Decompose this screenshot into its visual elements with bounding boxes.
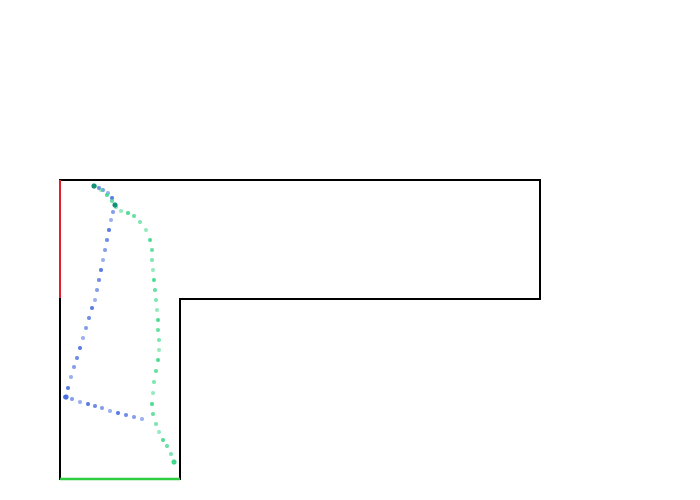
trajectory-dot [87,316,91,320]
trajectory-dot [100,406,104,410]
trajectory-dot [78,400,82,404]
trajectory-dot [152,278,156,282]
trajectory-dot [161,438,165,442]
green-path [93,184,176,464]
blue-path [63,184,144,421]
trajectory-dot [66,386,70,390]
trajectory-endpoint [171,459,177,465]
trajectory-dot [151,268,155,272]
trajectory-endpoint [112,202,118,208]
trajectory-dot [105,238,109,242]
trajectory-layer [63,183,177,465]
trajectory-endpoint [91,183,97,189]
trajectory-dot [154,298,158,302]
trajectory-dot [157,338,161,342]
trajectory-dot [107,228,111,232]
trajectory-dot [86,402,90,406]
trajectory-dot [99,188,103,192]
trajectory-dot [156,328,160,332]
trajectory-dot [150,248,154,252]
trajectory-dot [81,336,85,340]
trajectory-dot [157,348,161,352]
trajectory-dot [78,346,82,350]
trajectory-dot [110,196,114,200]
trajectory-dot [99,268,103,272]
room-outline [59,179,541,480]
trajectory-dot [110,199,114,203]
trajectory-dot [97,278,101,282]
trajectory-dot [148,238,152,242]
trajectory-dot [126,211,130,215]
trajectory-dot [151,391,155,395]
trajectory-dot [111,210,115,214]
trajectory-dot [165,444,169,448]
trajectory-dot [144,228,148,232]
trajectory-dot [119,209,123,213]
trajectory-dot [101,258,105,262]
trajectory-dot [138,220,142,224]
trajectory-dot [140,417,144,421]
trajectory-dot [154,369,158,373]
trajectory-dot [108,409,112,413]
trajectory-dot [109,218,113,222]
trajectory-dot [90,306,94,310]
trajectory-dot [152,380,156,384]
trajectory-dot [132,415,136,419]
trajectory-dot [69,375,73,379]
trajectory-dot [84,326,88,330]
trajectory-dot [103,248,107,252]
trajectory-dot [156,318,160,322]
trajectory-dot [169,452,173,456]
trajectory-dot [72,365,76,369]
trajectory-dot [93,404,97,408]
trajectory-dot [93,298,97,302]
trajectory-dot [154,422,158,426]
trajectory-dot [95,288,99,292]
trajectory-dot [124,413,128,417]
trajectory-dot [151,412,155,416]
trajectory-dot [157,430,161,434]
trajectory-dot [153,288,157,292]
trajectory-dot [116,411,120,415]
trajectory-dot [150,402,154,406]
trajectory-dot [70,397,74,401]
trajectory-dot [75,356,79,360]
trajectory-dot [156,358,160,362]
trajectory-endpoint [63,394,69,400]
trajectory-dot [155,308,159,312]
trajectory-dot [150,258,154,262]
trajectory-dot [132,214,136,218]
trajectory-dot [105,193,109,197]
